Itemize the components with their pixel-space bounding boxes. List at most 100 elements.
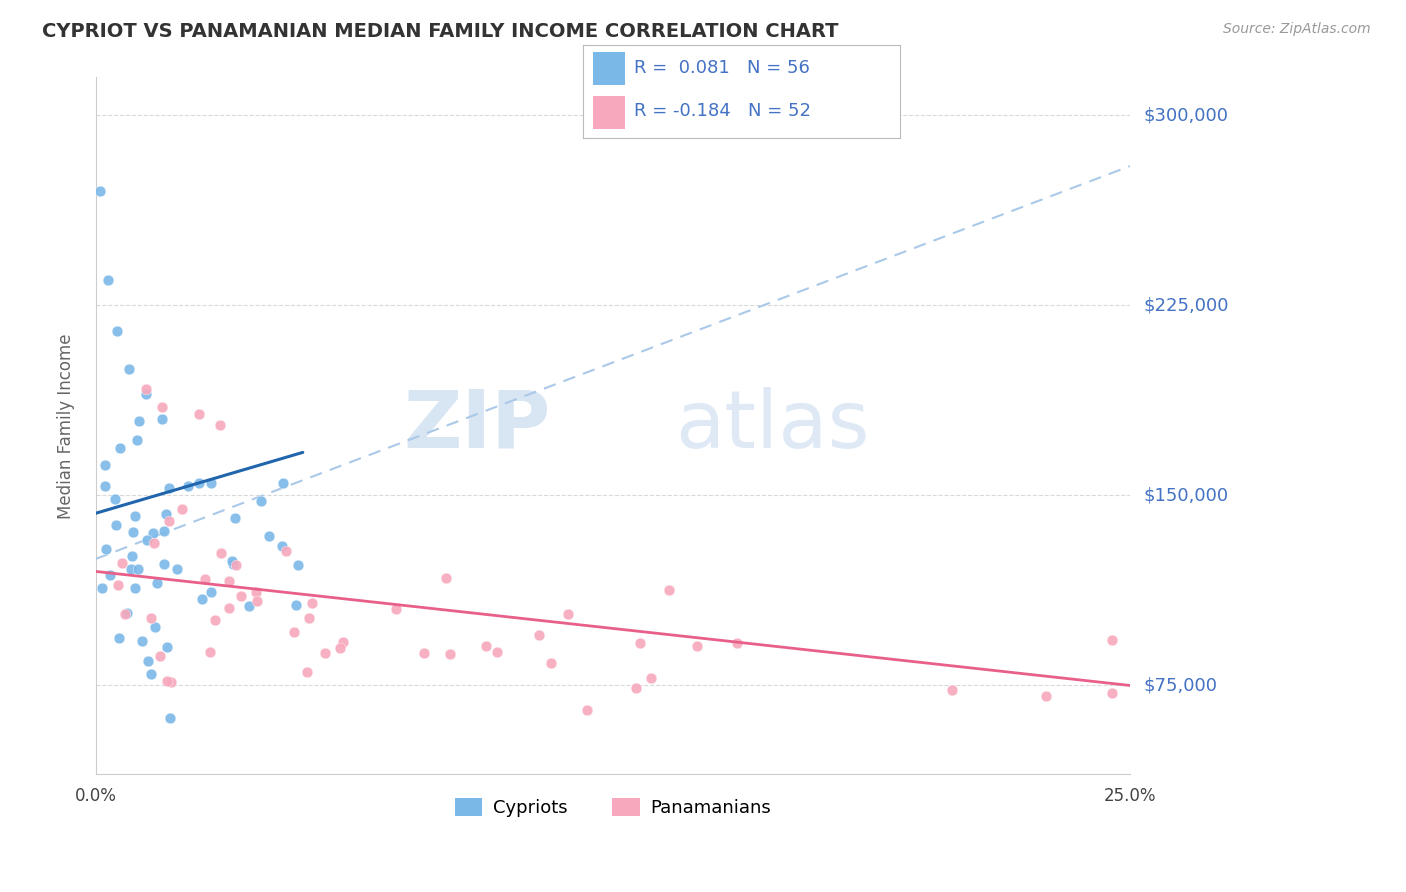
Point — [250, 493, 273, 508]
Point — [157, 514, 180, 528]
Point — [105, 324, 128, 338]
Point — [270, 539, 292, 553]
Point — [434, 570, 457, 584]
Point — [640, 671, 662, 685]
Point — [200, 475, 222, 490]
Point — [131, 634, 153, 648]
Point — [94, 458, 117, 472]
Point — [475, 639, 498, 653]
Point — [155, 508, 177, 522]
Point — [529, 627, 551, 641]
Point — [329, 640, 352, 655]
Text: R = -0.184   N = 52: R = -0.184 N = 52 — [634, 102, 811, 120]
Point — [143, 620, 166, 634]
Point — [136, 654, 159, 668]
Text: $150,000: $150,000 — [1144, 486, 1229, 505]
Point — [257, 529, 280, 543]
Point — [115, 606, 138, 620]
Text: Source: ZipAtlas.com: Source: ZipAtlas.com — [1223, 22, 1371, 37]
Point — [153, 558, 176, 572]
Point — [156, 640, 179, 654]
Point — [283, 625, 305, 640]
Point — [439, 647, 461, 661]
Text: ZIP: ZIP — [404, 387, 551, 465]
Point — [110, 441, 132, 455]
Point — [194, 572, 217, 586]
Point — [222, 557, 245, 571]
Point — [149, 649, 172, 664]
Point — [94, 479, 117, 493]
Point — [124, 581, 146, 595]
Point — [121, 549, 143, 563]
Point — [686, 639, 709, 653]
Point — [90, 581, 112, 595]
Point — [125, 433, 148, 447]
Point — [540, 656, 562, 670]
Point — [626, 681, 648, 696]
Point — [576, 703, 599, 717]
Text: R =  0.081   N = 56: R = 0.081 N = 56 — [634, 60, 810, 78]
Y-axis label: Median Family Income: Median Family Income — [58, 333, 75, 518]
Point — [224, 510, 246, 524]
Text: atlas: atlas — [675, 387, 869, 465]
Point — [200, 584, 222, 599]
Point — [209, 546, 232, 560]
Point — [384, 602, 406, 616]
Point — [301, 596, 323, 610]
Point — [122, 524, 145, 539]
Point — [218, 574, 240, 589]
Point — [218, 601, 240, 615]
Point — [135, 387, 157, 401]
Point — [139, 666, 162, 681]
Point — [314, 646, 336, 660]
Point — [190, 592, 212, 607]
Point — [166, 562, 188, 576]
Text: $300,000: $300,000 — [1144, 106, 1229, 125]
Point — [1035, 689, 1057, 703]
Point — [198, 645, 221, 659]
Point — [159, 674, 181, 689]
Point — [284, 598, 307, 612]
Point — [298, 610, 321, 624]
Point — [245, 585, 267, 599]
Legend: Cypriots, Panamanians: Cypriots, Panamanians — [447, 790, 779, 824]
Point — [1101, 686, 1123, 700]
Point — [124, 509, 146, 524]
Point — [238, 599, 260, 613]
Point — [246, 594, 269, 608]
Point — [287, 558, 309, 572]
Point — [332, 634, 354, 648]
Point — [229, 589, 252, 603]
Point — [89, 185, 111, 199]
Point — [658, 582, 681, 597]
Point — [98, 568, 121, 582]
FancyBboxPatch shape — [593, 96, 624, 129]
Text: $75,000: $75,000 — [1144, 676, 1218, 695]
Point — [177, 478, 200, 492]
Point — [107, 577, 129, 591]
Point — [274, 543, 297, 558]
Point — [127, 562, 149, 576]
Point — [941, 683, 963, 698]
Point — [271, 475, 294, 490]
Point — [135, 382, 157, 396]
Point — [156, 673, 179, 688]
Point — [139, 611, 162, 625]
Point — [150, 412, 173, 426]
Point — [412, 647, 434, 661]
Point — [142, 536, 165, 550]
Point — [94, 541, 117, 556]
FancyBboxPatch shape — [593, 52, 624, 85]
Point — [209, 417, 232, 432]
Point — [108, 631, 131, 645]
Point — [97, 273, 120, 287]
Point — [120, 562, 142, 576]
Point — [104, 492, 127, 507]
Point — [150, 400, 173, 414]
Point — [157, 481, 180, 495]
Point — [172, 501, 194, 516]
Point — [153, 524, 176, 538]
Point — [145, 576, 167, 591]
Point — [485, 645, 508, 659]
Point — [188, 475, 211, 490]
